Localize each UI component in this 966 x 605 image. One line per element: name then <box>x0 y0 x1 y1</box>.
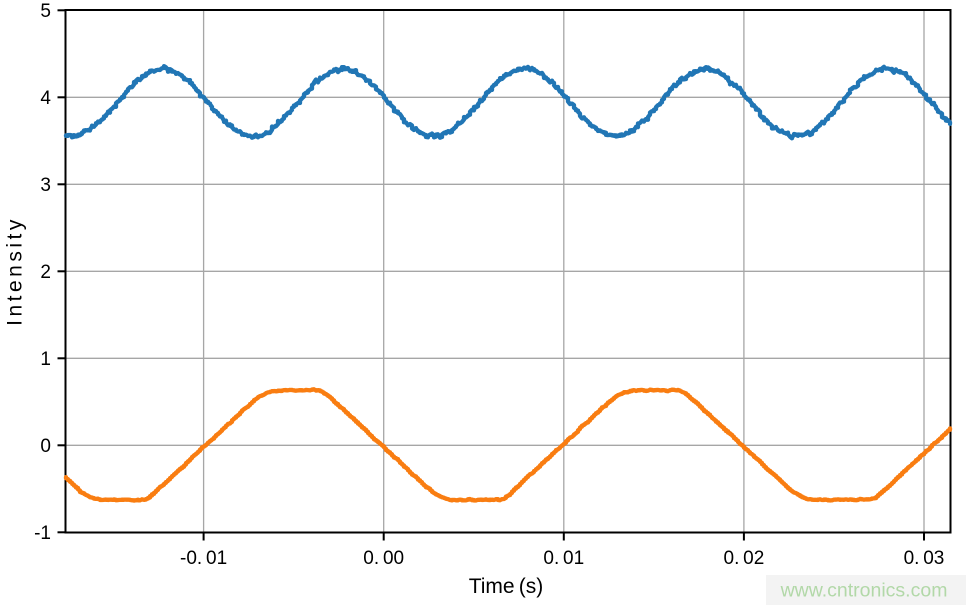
svg-text:-0. 01: -0. 01 <box>180 548 227 569</box>
svg-text:0. 02: 0. 02 <box>724 548 765 569</box>
svg-text:0. 01: 0. 01 <box>543 548 584 569</box>
svg-text:0: 0 <box>40 436 51 457</box>
svg-text:4: 4 <box>40 88 51 109</box>
svg-text:1: 1 <box>40 349 51 370</box>
svg-text:Intensity: Intensity <box>4 216 27 326</box>
svg-text:0. 00: 0. 00 <box>363 548 404 569</box>
svg-text:5: 5 <box>40 1 51 22</box>
svg-text:2: 2 <box>40 262 51 283</box>
svg-text:www.cntronics.com: www.cntronics.com <box>780 580 948 602</box>
svg-text:Time (s): Time (s) <box>469 575 544 598</box>
svg-text:3: 3 <box>40 175 51 196</box>
svg-text:-1: -1 <box>34 523 51 544</box>
svg-text:0. 03: 0. 03 <box>904 548 945 569</box>
